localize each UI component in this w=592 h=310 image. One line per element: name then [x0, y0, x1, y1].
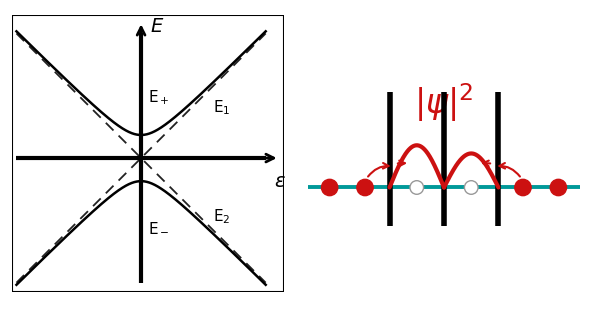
Text: ε: ε — [274, 172, 285, 191]
Text: E: E — [150, 16, 163, 36]
Text: $|\psi|^2$: $|\psi|^2$ — [414, 82, 474, 125]
Circle shape — [464, 181, 478, 194]
Circle shape — [357, 179, 373, 196]
Text: E$_2$: E$_2$ — [213, 207, 230, 226]
Circle shape — [321, 179, 338, 196]
Circle shape — [515, 179, 531, 196]
Text: E$_+$: E$_+$ — [147, 89, 169, 107]
Text: E$_1$: E$_1$ — [213, 98, 231, 117]
Text: E$_-$: E$_-$ — [147, 220, 169, 235]
Circle shape — [550, 179, 567, 196]
Circle shape — [410, 181, 424, 194]
